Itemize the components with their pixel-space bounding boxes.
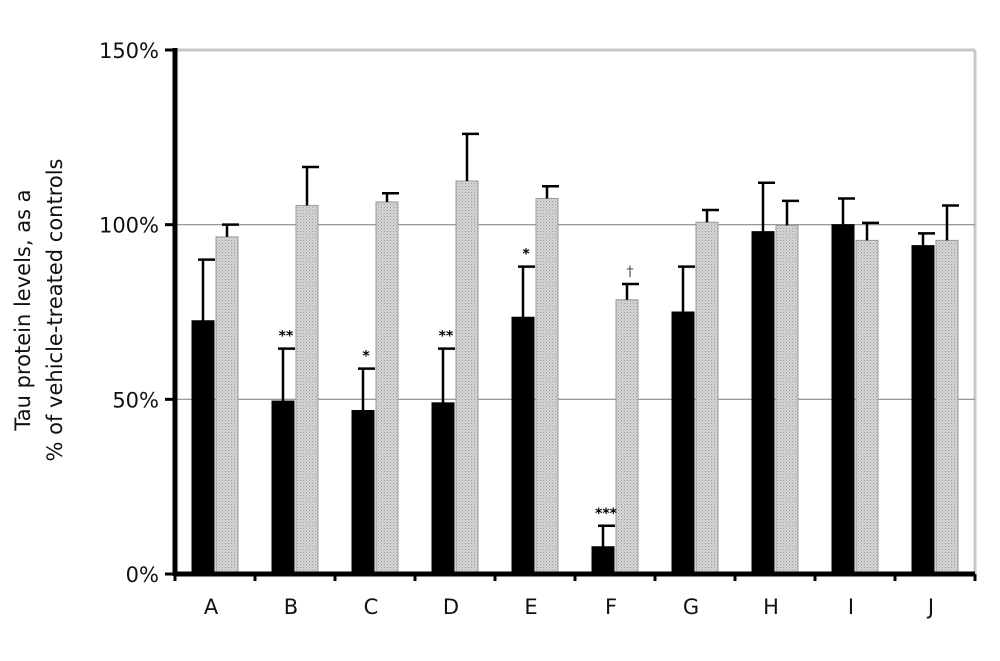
bar (751, 231, 775, 575)
gridlines (175, 224, 975, 400)
significance-marker: * (522, 247, 530, 263)
y-tick-label: 50% (112, 388, 159, 412)
x-tick-label: E (524, 595, 537, 619)
significance-annotations: *********† (279, 247, 634, 522)
bar (431, 402, 455, 575)
bar (911, 245, 935, 575)
x-tick-label: F (605, 595, 617, 619)
bar (191, 320, 215, 575)
bar (935, 239, 959, 575)
significance-marker: * (362, 349, 370, 365)
y-axis-label-line-2: % of vehicle-treated controls (43, 158, 67, 461)
significance-marker: ** (279, 329, 294, 345)
y-tick-label: 150% (99, 39, 159, 63)
bar (535, 197, 559, 575)
bars (191, 180, 959, 575)
error-bars (198, 132, 959, 547)
plot-frame (175, 48, 977, 574)
bar (615, 299, 639, 575)
x-tick-label: B (284, 595, 298, 619)
bar (511, 316, 535, 575)
x-tick-label: J (926, 595, 934, 619)
x-tick-label: G (683, 595, 699, 619)
x-tick-labels: A B C D E F G H I J (204, 595, 934, 619)
bar (831, 224, 855, 575)
x-tick-label: I (848, 595, 854, 619)
x-tick-label: C (364, 595, 379, 619)
y-axis-label-line-1: Tau protein levels, as a (11, 189, 35, 431)
significance-marker: *** (595, 506, 618, 522)
bar (855, 239, 879, 575)
bar (695, 221, 719, 575)
bar (351, 410, 375, 575)
bar (775, 224, 799, 575)
significance-marker: ** (439, 329, 454, 345)
bar (591, 546, 615, 575)
significance-marker: † (627, 264, 634, 280)
bar (671, 311, 695, 575)
bar (455, 180, 479, 575)
y-tick-label: 0% (126, 563, 159, 587)
bar (375, 201, 399, 575)
y-tick-labels: 0% 50% 100% 150% (99, 39, 159, 587)
bar (271, 400, 295, 575)
x-tick-label: A (204, 595, 219, 619)
x-tick-label: D (443, 595, 459, 619)
axes (165, 48, 977, 581)
bar (295, 204, 319, 575)
bar (215, 236, 239, 575)
x-tick-label: H (763, 595, 779, 619)
y-tick-label: 100% (99, 214, 159, 238)
